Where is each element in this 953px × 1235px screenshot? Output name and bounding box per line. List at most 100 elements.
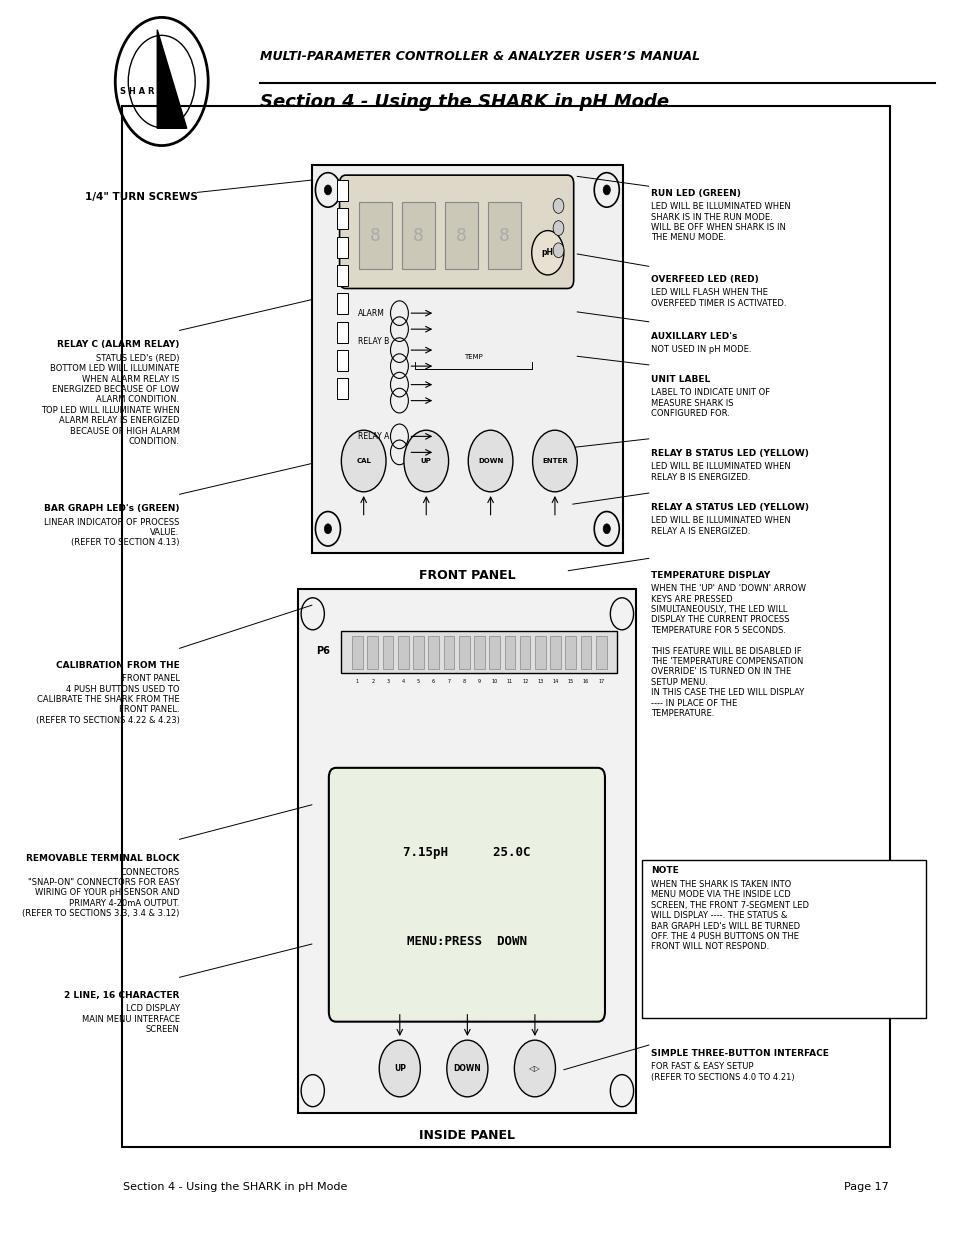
Text: 12: 12: [521, 679, 528, 684]
Circle shape: [602, 524, 610, 534]
FancyBboxPatch shape: [298, 589, 636, 1113]
Text: CAL: CAL: [355, 458, 371, 464]
FancyBboxPatch shape: [336, 378, 348, 399]
Text: 4: 4: [401, 679, 404, 684]
Text: 16: 16: [582, 679, 589, 684]
Circle shape: [341, 430, 386, 492]
Text: ENTER: ENTER: [541, 458, 567, 464]
Text: RELAY A STATUS LED (YELLOW): RELAY A STATUS LED (YELLOW): [651, 503, 808, 511]
Circle shape: [553, 199, 563, 214]
Text: Section 4 - Using the SHARK in pH Mode: Section 4 - Using the SHARK in pH Mode: [123, 1182, 347, 1192]
Text: OVERFEED LED (RED): OVERFEED LED (RED): [651, 275, 759, 284]
Circle shape: [514, 1040, 555, 1097]
Text: 5: 5: [416, 679, 419, 684]
FancyBboxPatch shape: [121, 106, 889, 1147]
FancyBboxPatch shape: [352, 636, 362, 669]
Text: AUXILLARY LED's: AUXILLARY LED's: [651, 332, 737, 341]
Text: UP: UP: [420, 458, 431, 464]
Text: DOWN: DOWN: [453, 1065, 480, 1073]
Text: LINEAR INDICATOR OF PROCESS
VALUE.
(REFER TO SECTION 4.13): LINEAR INDICATOR OF PROCESS VALUE. (REFE…: [44, 517, 179, 547]
Text: 11: 11: [506, 679, 513, 684]
Text: S H A R K: S H A R K: [119, 86, 163, 96]
Text: LED WILL BE ILLUMINATED WHEN
RELAY A IS ENERGIZED.: LED WILL BE ILLUMINATED WHEN RELAY A IS …: [651, 516, 790, 536]
FancyBboxPatch shape: [336, 294, 348, 315]
Text: 17: 17: [598, 679, 604, 684]
FancyBboxPatch shape: [444, 203, 477, 269]
FancyBboxPatch shape: [397, 636, 408, 669]
Text: REMOVABLE TERMINAL BLOCK: REMOVABLE TERMINAL BLOCK: [26, 855, 179, 863]
Text: MULTI-PARAMETER CONTROLLER & ANALYZER USER’S MANUAL: MULTI-PARAMETER CONTROLLER & ANALYZER US…: [260, 51, 700, 63]
FancyBboxPatch shape: [596, 636, 606, 669]
Text: STATUS LED's (RED)
BOTTOM LED WILL ILLUMINATE
WHEN ALARM RELAY IS
ENERGIZED BECA: STATUS LED's (RED) BOTTOM LED WILL ILLUM…: [41, 353, 179, 446]
Text: CONNECTORS
"SNAP-ON" CONNECTORS FOR EASY
WIRING OF YOUR pH SENSOR AND
PRIMARY 4-: CONNECTORS "SNAP-ON" CONNECTORS FOR EASY…: [22, 868, 179, 919]
Circle shape: [324, 524, 332, 534]
FancyBboxPatch shape: [641, 861, 924, 1018]
Text: 8: 8: [413, 226, 424, 245]
Text: ALARM: ALARM: [358, 309, 385, 317]
Text: 6: 6: [432, 679, 435, 684]
Text: TEMPERATURE DISPLAY: TEMPERATURE DISPLAY: [651, 571, 770, 579]
Text: UNIT LABEL: UNIT LABEL: [651, 374, 710, 384]
Text: RELAY B STATUS LED (YELLOW): RELAY B STATUS LED (YELLOW): [651, 448, 808, 458]
Circle shape: [403, 430, 448, 492]
Text: ◁▷: ◁▷: [529, 1065, 540, 1073]
FancyBboxPatch shape: [489, 636, 499, 669]
FancyBboxPatch shape: [336, 322, 348, 343]
FancyBboxPatch shape: [359, 203, 392, 269]
Circle shape: [468, 430, 513, 492]
Text: DOWN: DOWN: [477, 458, 503, 464]
FancyBboxPatch shape: [341, 631, 616, 673]
Text: LED WILL BE ILLUMINATED WHEN
SHARK IS IN THE RUN MODE.
WILL BE OFF WHEN SHARK IS: LED WILL BE ILLUMINATED WHEN SHARK IS IN…: [651, 203, 790, 242]
Text: RELAY A: RELAY A: [358, 432, 389, 441]
Text: 8: 8: [498, 226, 509, 245]
FancyBboxPatch shape: [402, 203, 435, 269]
FancyBboxPatch shape: [535, 636, 545, 669]
FancyBboxPatch shape: [580, 636, 591, 669]
Text: INSIDE PANEL: INSIDE PANEL: [419, 1129, 515, 1141]
Text: RELAY B: RELAY B: [358, 337, 389, 346]
Polygon shape: [157, 30, 187, 128]
Circle shape: [532, 430, 577, 492]
FancyBboxPatch shape: [550, 636, 560, 669]
Text: 9: 9: [477, 679, 480, 684]
FancyBboxPatch shape: [487, 203, 520, 269]
Text: Page 17: Page 17: [842, 1182, 887, 1192]
FancyBboxPatch shape: [312, 165, 622, 553]
Text: CALIBRATION FROM THE: CALIBRATION FROM THE: [56, 661, 179, 669]
Text: 8: 8: [462, 679, 465, 684]
Text: 3: 3: [386, 679, 389, 684]
FancyBboxPatch shape: [329, 768, 604, 1021]
Circle shape: [602, 185, 610, 195]
FancyBboxPatch shape: [428, 636, 438, 669]
Text: NOTE: NOTE: [651, 867, 679, 876]
Circle shape: [531, 231, 563, 275]
FancyBboxPatch shape: [367, 636, 377, 669]
Text: BAR GRAPH LED's (GREEN): BAR GRAPH LED's (GREEN): [44, 504, 179, 513]
Text: 15: 15: [567, 679, 574, 684]
FancyBboxPatch shape: [413, 636, 423, 669]
Text: 7: 7: [447, 679, 450, 684]
Text: FOR FAST & EASY SETUP
(REFER TO SECTIONS 4.0 TO 4.21): FOR FAST & EASY SETUP (REFER TO SECTIONS…: [651, 1062, 794, 1082]
Text: FRONT PANEL: FRONT PANEL: [418, 569, 516, 582]
Text: FRONT PANEL
4 PUSH BUTTONS USED TO
CALIBRATE THE SHARK FROM THE
FRONT PANEL.
(RE: FRONT PANEL 4 PUSH BUTTONS USED TO CALIB…: [35, 674, 179, 725]
Text: 2: 2: [371, 679, 374, 684]
Circle shape: [446, 1040, 487, 1097]
Text: LABEL TO INDICATE UNIT OF
MEASURE SHARK IS
CONFIGURED FOR.: LABEL TO INDICATE UNIT OF MEASURE SHARK …: [651, 388, 770, 419]
FancyBboxPatch shape: [336, 266, 348, 287]
Text: 7.15pH      25.0C: 7.15pH 25.0C: [403, 846, 530, 860]
Text: MENU:PRESS  DOWN: MENU:PRESS DOWN: [407, 935, 526, 948]
Text: LED WILL BE ILLUMINATED WHEN
RELAY B IS ENERGIZED.: LED WILL BE ILLUMINATED WHEN RELAY B IS …: [651, 462, 790, 482]
Text: NOT USED IN pH MODE.: NOT USED IN pH MODE.: [651, 345, 751, 354]
Text: TEMP: TEMP: [464, 354, 482, 359]
Circle shape: [553, 221, 563, 236]
Text: LCD DISPLAY
MAIN MENU INTERFACE
SCREEN: LCD DISPLAY MAIN MENU INTERFACE SCREEN: [82, 1004, 179, 1034]
FancyBboxPatch shape: [565, 636, 576, 669]
FancyBboxPatch shape: [336, 209, 348, 230]
Text: P6: P6: [316, 646, 330, 656]
FancyBboxPatch shape: [336, 350, 348, 370]
Circle shape: [379, 1040, 420, 1097]
Text: LED WILL FLASH WHEN THE
OVERFEED TIMER IS ACTIVATED.: LED WILL FLASH WHEN THE OVERFEED TIMER I…: [651, 289, 786, 308]
Text: 2 LINE, 16 CHARACTER: 2 LINE, 16 CHARACTER: [64, 990, 179, 1000]
Text: WHEN THE SHARK IS TAKEN INTO
MENU MODE VIA THE INSIDE LCD
SCREEN, THE FRONT 7-SE: WHEN THE SHARK IS TAKEN INTO MENU MODE V…: [651, 881, 808, 951]
FancyBboxPatch shape: [519, 636, 530, 669]
